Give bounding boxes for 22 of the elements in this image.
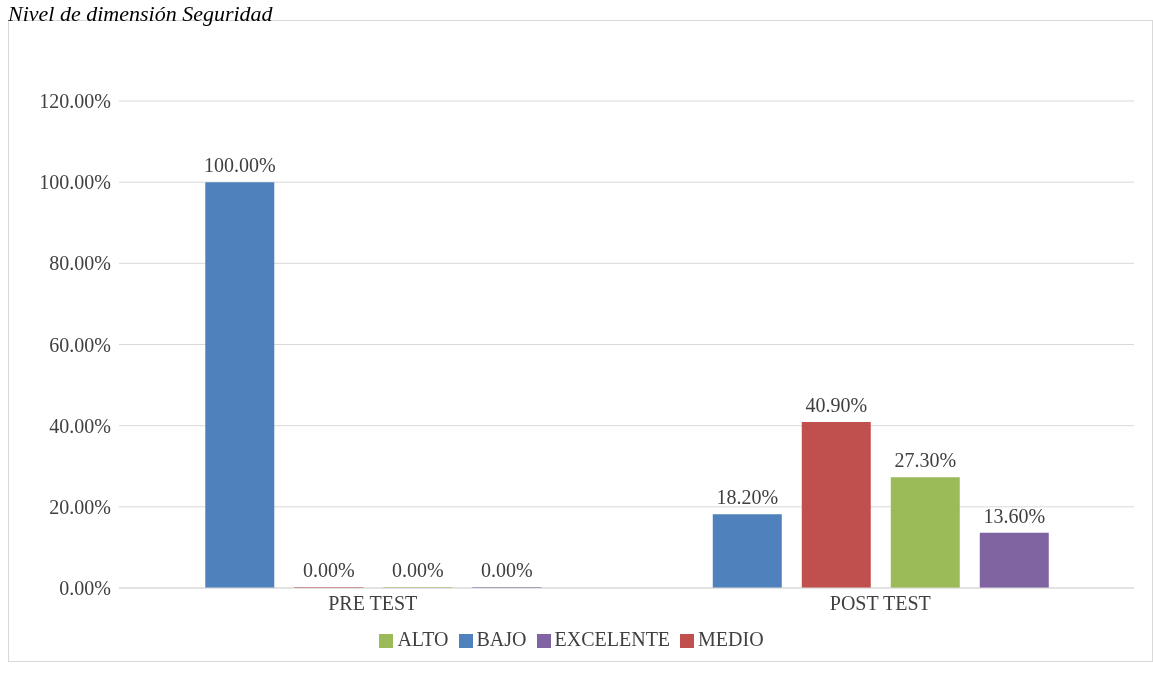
y-tick-label: 80.00%: [49, 252, 111, 275]
legend-label: ALTO: [397, 628, 449, 650]
legend-label: BAJO: [476, 628, 527, 650]
data-label: 40.90%: [805, 394, 868, 417]
data-label: 100.00%: [203, 154, 276, 177]
legend-label: EXCELENTE: [554, 628, 671, 650]
data-label: 0.00%: [480, 559, 533, 581]
y-tick-label: 120.00%: [39, 90, 111, 113]
y-tick-label: 60.00%: [49, 333, 111, 356]
y-tick-label: 20.00%: [49, 495, 111, 518]
data-label: 0.00%: [302, 559, 355, 581]
data-label: 18.20%: [716, 486, 779, 509]
y-tick-label: 100.00%: [39, 171, 111, 194]
y-tick-label: 0.00%: [59, 577, 111, 600]
data-label: 27.30%: [894, 449, 957, 472]
data-label: 13.60%: [983, 504, 1046, 527]
y-tick-label: 40.00%: [49, 414, 111, 437]
x-tick-label: PRE TEST: [328, 592, 418, 615]
chart-title: Nivel de dimensión Seguridad: [8, 1, 274, 26]
legend-label: MEDIO: [698, 628, 764, 650]
x-tick-label: POST TEST: [829, 592, 931, 615]
data-label: 0.00%: [391, 559, 444, 581]
